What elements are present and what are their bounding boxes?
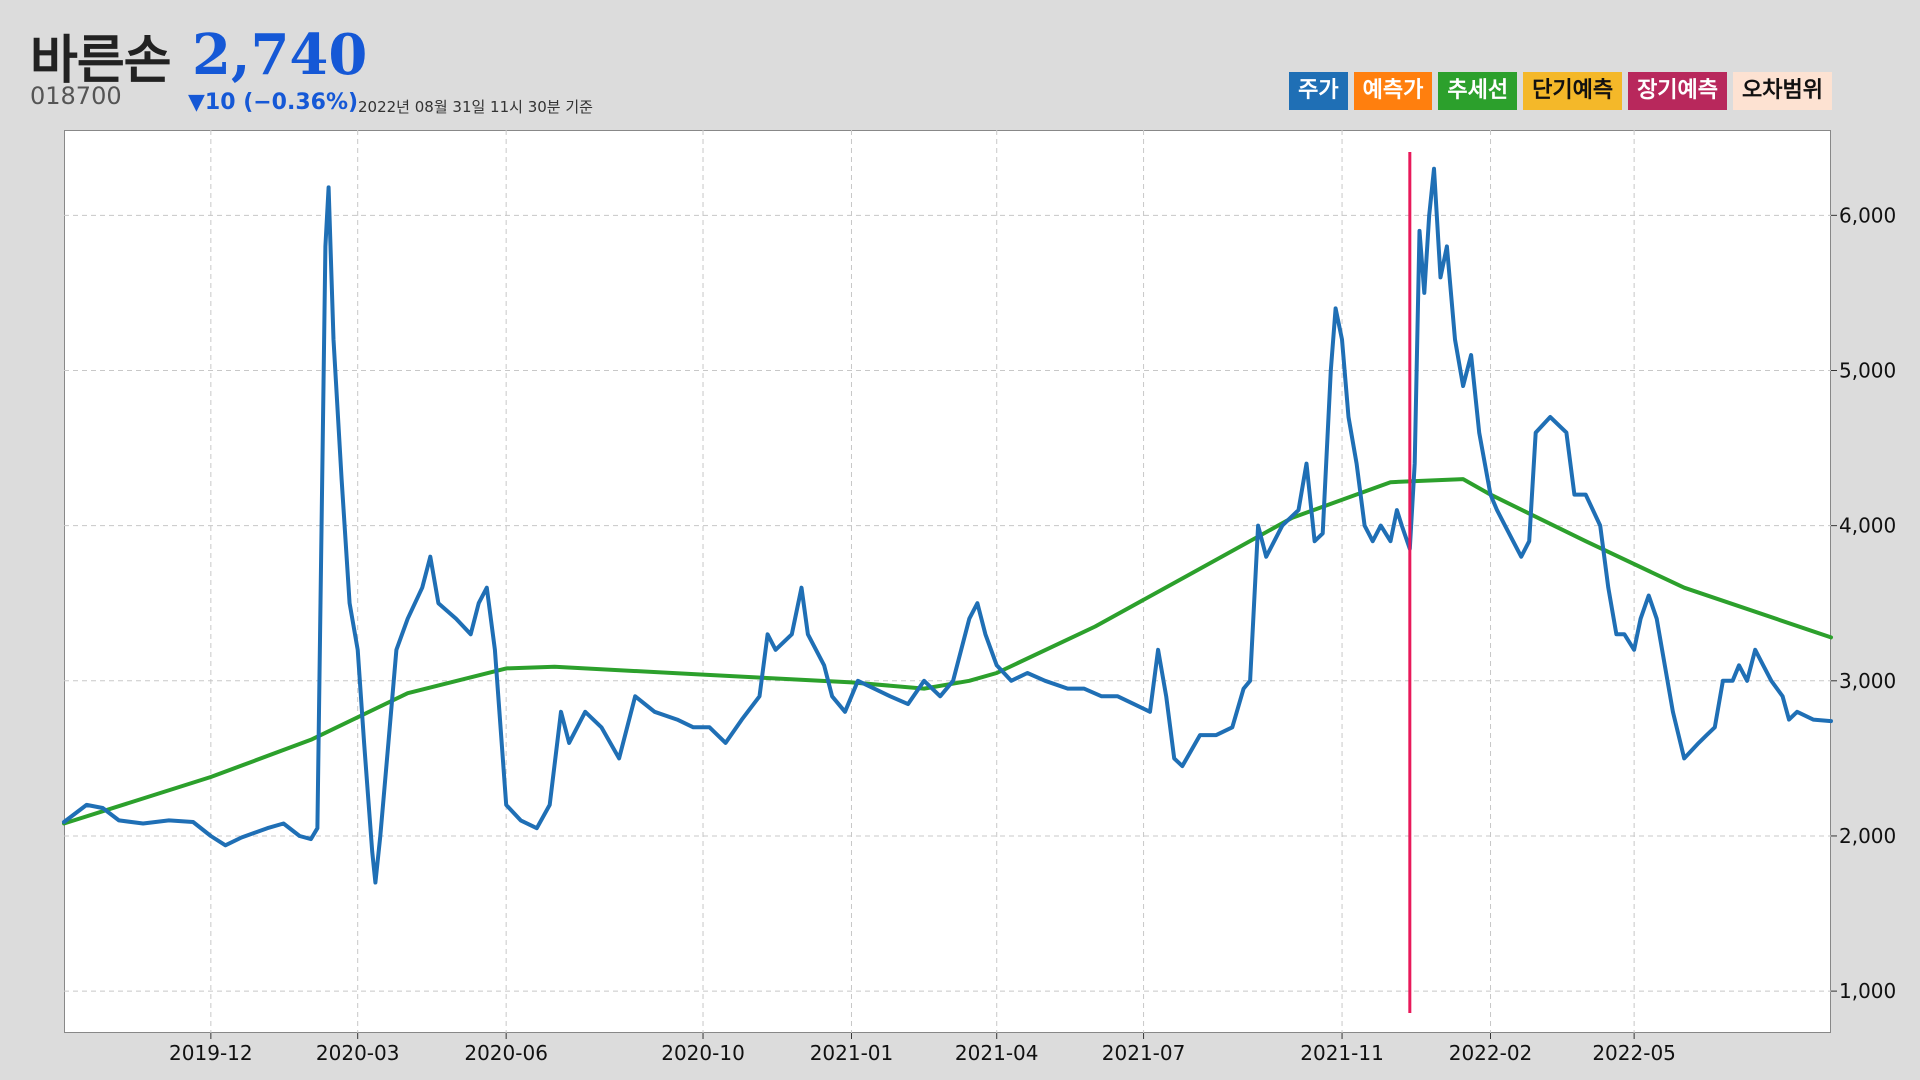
stock-price: 2,740 (192, 22, 368, 88)
timestamp: 2022년 08월 31일 11시 30분 기준 (358, 98, 593, 116)
stock-price-line (62, 166, 1833, 885)
x-tick-label: 2021-07 (1102, 1041, 1186, 1065)
y-tick-label: 5,000 (1839, 358, 1896, 382)
chart-legend: 주가 예측가 추세선 단기예측 장기예측 오차범위 (1289, 72, 1832, 110)
y-tick-label: 4,000 (1839, 514, 1896, 538)
legend-item-long-term[interactable]: 장기예측 (1628, 72, 1728, 110)
price-change: ▼10 (−0.36%) (188, 90, 359, 115)
legend-item-forecast[interactable]: 예측가 (1353, 72, 1433, 110)
trend-line (62, 477, 1833, 826)
stock-name: 바른손 (30, 31, 172, 91)
x-tick-label: 2019-12 (169, 1041, 253, 1065)
plot-area (64, 130, 1831, 1033)
y-tick-label: 1,000 (1839, 979, 1896, 1003)
y-tick-label: 2,000 (1839, 824, 1896, 848)
stock-code: 018700 (30, 82, 122, 110)
x-tick-label: 2020-03 (316, 1041, 400, 1065)
x-tick-label: 2021-01 (810, 1041, 894, 1065)
x-tick-label: 2022-05 (1592, 1041, 1676, 1065)
x-tick-label: 2021-11 (1300, 1041, 1384, 1065)
legend-item-stock-price[interactable]: 주가 (1289, 72, 1348, 110)
x-tick-label: 2021-04 (955, 1041, 1039, 1065)
x-tick-label: 2020-10 (661, 1041, 745, 1065)
legend-item-trendline[interactable]: 추세선 (1438, 72, 1518, 110)
x-tick-label: 2022-02 (1449, 1041, 1533, 1065)
x-tick-label: 2020-06 (464, 1041, 548, 1065)
legend-item-short-term[interactable]: 단기예측 (1523, 72, 1623, 110)
legend-item-error-range[interactable]: 오차범위 (1733, 72, 1832, 110)
y-tick-label: 6,000 (1839, 203, 1896, 227)
y-tick-label: 3,000 (1839, 669, 1896, 693)
